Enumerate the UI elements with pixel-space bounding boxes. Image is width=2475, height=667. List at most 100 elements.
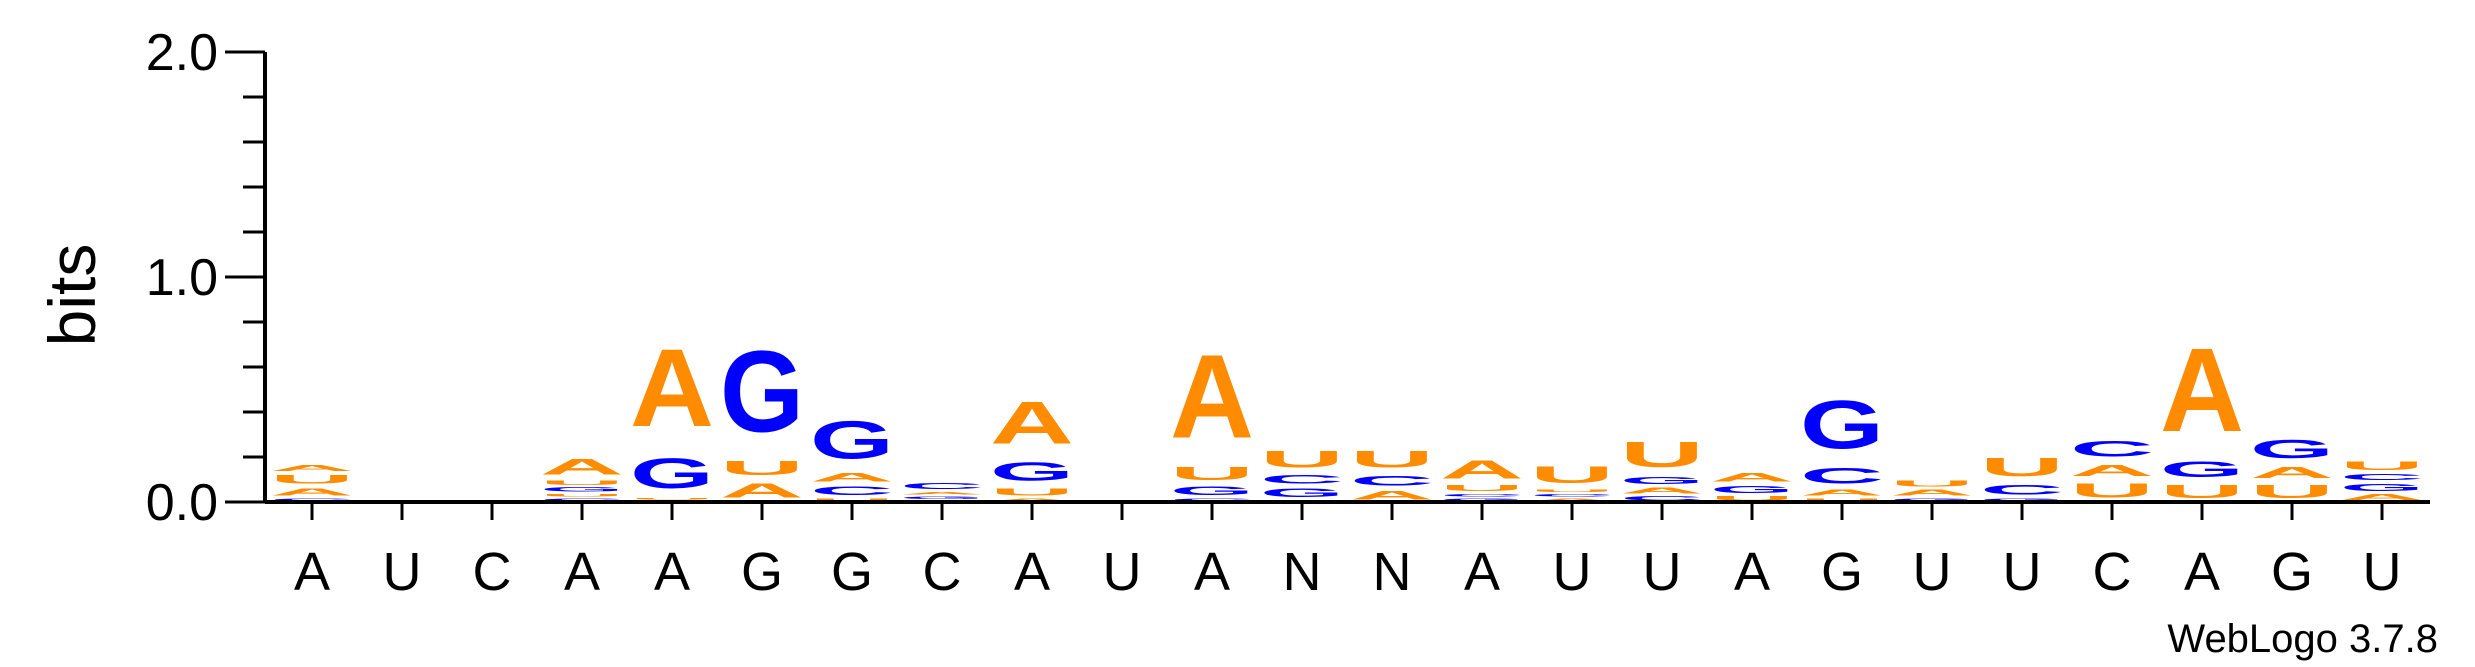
position-label: U [1643,542,1682,602]
position-label: A [2184,542,2220,602]
logo-letter-A: A [1620,486,1704,495]
logo-letter-C: C [2340,473,2424,482]
y-tick-label: 1.0 [146,249,218,307]
logo-letter-C: C [1800,464,1884,489]
position-label: A [294,542,330,602]
position-label: A [1464,542,1500,602]
letter-stacks: CAUACUGUACUGAAUGUCAGUGACAUGACGUAAGCUACUG… [270,324,2424,502]
stack-17: UGA [1710,470,1794,502]
position-label: C [473,542,512,602]
logo-letter-U: U [990,486,1074,497]
position-label: G [1821,542,1863,602]
logo-letter-G: G [1260,486,1344,499]
logo-letter-U: U [1440,484,1524,493]
logo-letter-G: G [630,451,714,498]
logo-letter-A: A [2070,461,2154,479]
logo-letter-G: G [2160,457,2244,482]
logo-letter-C: C [1260,473,1344,487]
logo-letter-U: U [2160,482,2244,502]
logo-letter-C: C [1530,493,1614,497]
position-label: G [2271,542,2313,602]
logo-letter-C: C [2070,437,2154,462]
logo-letter-A: A [810,470,894,484]
logo-letter-U: U [540,480,624,487]
y-tick-label: 2.0 [146,24,218,82]
position-label: U [2003,542,2042,602]
position-label: N [1373,542,1412,602]
logo-letter-A: A [1170,331,1254,463]
logo-letter-U: U [1980,452,2064,481]
logo-letter-A: A [720,479,804,502]
position-label: A [1014,542,1050,602]
stack-8: UGAC [900,482,984,502]
position-label: G [831,542,873,602]
logo-letter-A: A [2250,464,2334,482]
logo-letter-U: U [270,473,354,487]
logo-letter-U: U [720,457,804,480]
y-tick-label: 0.0 [146,474,218,532]
logo-letter-A: A [990,389,1074,457]
logo-letter-G: G [1620,475,1704,486]
logo-letter-G: G [1710,484,1794,495]
logo-letter-C: C [1980,482,2064,498]
stack-9: AUGA [990,389,1074,502]
logo-letter-A: A [630,327,714,451]
logo-letter-A: A [270,486,354,497]
position-label: A [564,542,600,602]
logo-letter-U: U [1620,435,1704,475]
stack-19: GAU [1890,480,1974,502]
logo-letter-U: U [540,493,624,497]
logo-letter-U: U [1260,446,1344,473]
logo-letter-G: G [720,326,804,457]
position-label: G [741,542,783,602]
logo-letter-G: G [1800,387,1884,463]
logo-letter-C: C [810,484,894,498]
logo-letter-A: A [1710,470,1794,484]
y-axis: 0.0 1.0 2.0 [146,24,265,532]
stack-20: GCU [1980,452,2064,502]
position-label: U [1103,542,1142,602]
stack-22: UGA [2160,324,2244,502]
logo-letter-G: G [540,486,624,493]
position-label: U [1913,542,1952,602]
position-label: U [2363,542,2402,602]
weblogo-credit: WebLogo 3.7.8 [2167,617,2438,661]
stack-23: UAG [2250,434,2334,502]
position-label: A [1194,542,1230,602]
stack-21: UAC [2070,437,2154,502]
logo-letter-U: U [2070,479,2154,502]
position-label: U [1553,542,1592,602]
logo-letter-U: U [1530,461,1614,488]
logo-letter-G: G [900,495,984,499]
stack-6: AUG [720,326,804,502]
position-label: A [654,542,690,602]
logo-letter-U: U [630,498,714,500]
logo-letter-A: A [900,491,984,495]
position-label: A [1734,542,1770,602]
logo-letter-C: C [1350,473,1434,489]
logo-letter-U: U [1350,446,1434,473]
position-label: C [923,542,962,602]
logo-letter-U: U [2250,482,2334,502]
position-label: U [383,542,422,602]
logo-letter-A: A [2160,324,2244,456]
logo-letter-A: A [1440,455,1524,484]
logo-letter-A: A [540,455,624,480]
stack-13: ACU [1350,446,1434,502]
position-label: N [1283,542,1322,602]
logo-letter-A: A [1800,489,1884,498]
logo-letter-G: G [810,410,894,470]
